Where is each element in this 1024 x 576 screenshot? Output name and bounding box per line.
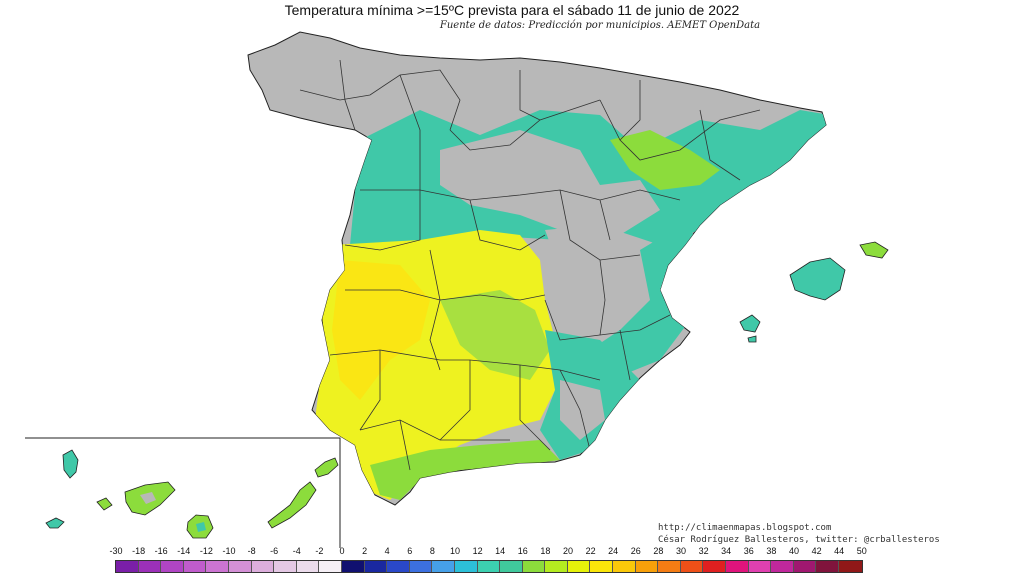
legend-swatch (116, 561, 139, 572)
legend-label: 36 (743, 546, 754, 556)
canary-inset (25, 437, 341, 548)
legend-swatch (454, 561, 478, 572)
la-palma (62, 449, 79, 479)
legend-swatch (635, 561, 659, 572)
legend-label: 30 (675, 546, 687, 556)
legend-label: 32 (698, 546, 709, 556)
legend-swatch (658, 561, 681, 572)
legend-swatch (228, 561, 252, 572)
legend-swatch (839, 561, 862, 572)
legend-label: 50 (856, 546, 867, 556)
legend-swatch (432, 561, 455, 572)
zone-green-center (440, 290, 550, 380)
inset-frame (25, 437, 341, 548)
legend-label: 20 (562, 546, 574, 556)
legend-swatch (793, 561, 817, 572)
gran-canaria-peak (196, 522, 206, 532)
legend-swatch (251, 561, 275, 572)
legend-label: -8 (247, 546, 256, 556)
legend-label: 40 (788, 546, 800, 556)
legend-label: 12 (472, 546, 483, 556)
la-gomera (96, 497, 113, 511)
legend-label: -6 (270, 546, 279, 556)
legend-swatch (726, 561, 749, 572)
legend-label: 10 (449, 546, 461, 556)
menorca (859, 241, 889, 259)
legend-label: -14 (177, 546, 191, 556)
zone-yellow-bright (332, 260, 430, 400)
formentera (747, 335, 757, 343)
legend-label: 6 (407, 546, 413, 556)
legend-label: 14 (495, 546, 506, 556)
legend-swatch (274, 561, 297, 572)
legend-label: 42 (811, 546, 822, 556)
credits-author: César Rodríguez Ballesteros, twitter: @c… (658, 535, 940, 545)
map-subtitle: Fuente de datos: Predicción por municipi… (439, 20, 761, 31)
legend-label: -12 (199, 546, 213, 556)
legend-swatch (319, 561, 342, 572)
legend-swatch (364, 561, 388, 572)
legend-swatch (816, 561, 839, 572)
legend-swatch (748, 561, 772, 572)
legend-swatch (567, 561, 591, 572)
legend-swatch (680, 561, 704, 572)
balearic-islands (739, 241, 889, 343)
legend-label: -30 (109, 546, 123, 556)
legend-swatch (387, 561, 410, 572)
credits-url: http://climaenmapas.blogspot.com (658, 523, 832, 533)
lanzarote (314, 457, 339, 478)
province-borders (299, 59, 761, 471)
legend-swatch (477, 561, 501, 572)
legend-label: 24 (608, 546, 619, 556)
peninsula (247, 31, 827, 506)
legend-swatch (522, 561, 546, 572)
legend-swatch (703, 561, 727, 572)
legend-swatch (545, 561, 568, 572)
legend-swatch (183, 561, 207, 572)
zone-gray-central (545, 225, 665, 330)
zone-green-south-coast (370, 440, 560, 500)
legend-label: -18 (132, 546, 146, 556)
ibiza (739, 314, 761, 333)
legend-label: -4 (292, 546, 301, 556)
tenerife-peak (140, 492, 156, 504)
legend-label: 4 (384, 546, 390, 556)
legend-label: 2 (362, 546, 368, 556)
legend-label: -2 (315, 546, 324, 556)
zone-green-ebro (610, 130, 720, 190)
legend-label: 28 (653, 546, 664, 556)
mallorca (789, 257, 846, 301)
legend-label: 34 (721, 546, 732, 556)
map-title: Temperatura mínima >=15ºC prevista para … (284, 2, 740, 18)
legend-label: 8 (429, 546, 435, 556)
legend-label: 0 (339, 546, 345, 556)
legend-swatch (500, 561, 523, 572)
fuerteventura (267, 481, 317, 529)
legend-label: 16 (517, 546, 528, 556)
legend-label: 44 (834, 546, 845, 556)
credits: http://climaenmapas.blogspot.com César R… (658, 522, 940, 546)
legend-color-bar (115, 560, 863, 573)
legend-swatch (161, 561, 184, 572)
legend-swatch (590, 561, 614, 572)
legend-label: 38 (766, 546, 777, 556)
legend-label: 26 (630, 546, 641, 556)
legend-swatch (138, 561, 162, 572)
legend-swatch (296, 561, 320, 572)
legend-label: -10 (222, 546, 236, 556)
legend-swatch (206, 561, 229, 572)
zone-gray-south (560, 380, 605, 440)
legend-label: -16 (154, 546, 168, 556)
legend-swatch (341, 561, 365, 572)
legend-swatch (613, 561, 636, 572)
legend-swatch (409, 561, 433, 572)
zone-gray-meseta (440, 130, 660, 235)
legend-label: 22 (585, 546, 596, 556)
el-hierro (45, 517, 65, 529)
legend-labels: -30 -18 -16 -14 -12 -10 -8 -6 -4 -2 0 2 4 6 8 10 12 14 16 1… (0, 546, 1024, 558)
legend-label: 18 (540, 546, 551, 556)
legend-swatch (771, 561, 794, 572)
